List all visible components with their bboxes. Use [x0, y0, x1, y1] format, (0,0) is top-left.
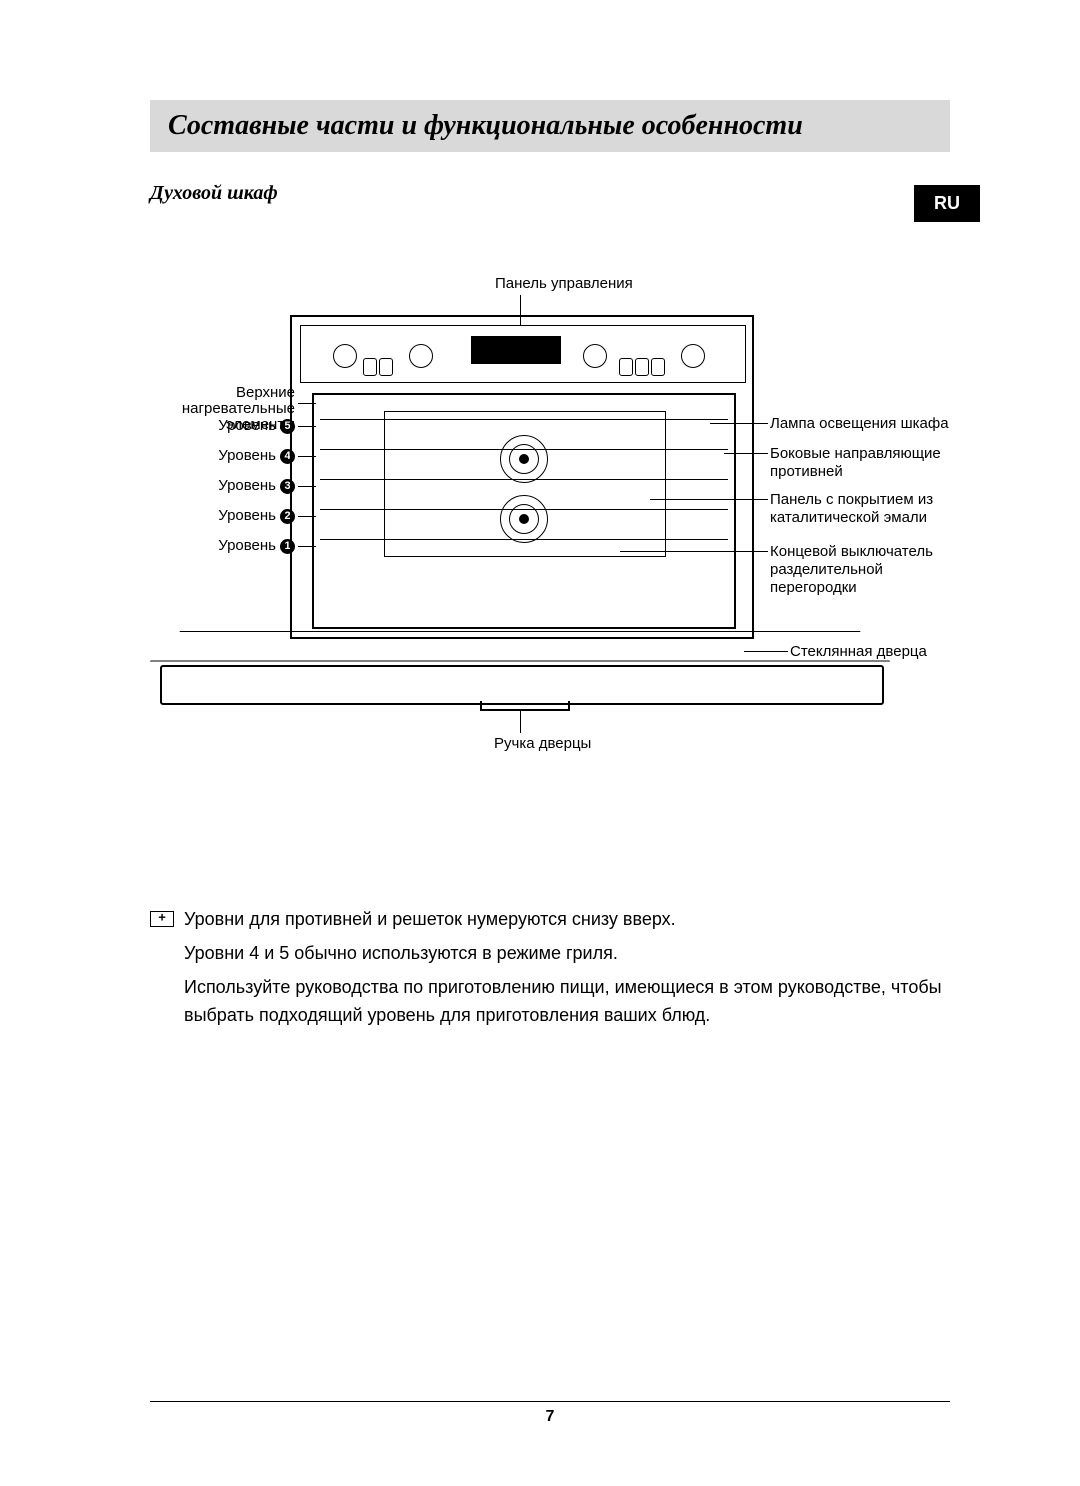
oven-body — [290, 315, 754, 639]
leader-line — [620, 551, 768, 552]
level-row: Уровень5 — [218, 417, 295, 434]
notes-block: Уровни для противней и решеток нумеруютс… — [150, 905, 950, 1029]
leader-line — [724, 453, 768, 454]
leader-line — [650, 499, 768, 500]
level-word: Уровень — [218, 537, 276, 554]
glass-door — [150, 631, 891, 662]
button-icon — [619, 358, 633, 376]
level-word: Уровень — [218, 477, 276, 494]
leader-line — [744, 651, 788, 652]
label-glass-door: Стеклянная дверца — [790, 643, 927, 661]
manual-page: Составные части и функциональные особенн… — [0, 0, 1080, 1486]
level-row: Уровень1 — [218, 537, 295, 554]
note-line: Используйте руководства по приготовлению… — [184, 973, 950, 1029]
level-row: Уровень3 — [218, 477, 295, 494]
language-badge: RU — [914, 185, 980, 222]
display-icon — [471, 336, 561, 364]
note-line: Уровни для противней и решеток нумеруютс… — [184, 905, 950, 933]
oven-cavity — [312, 393, 736, 629]
button-icon — [363, 358, 377, 376]
note-row: Уровни для противней и решеток нумеруютс… — [150, 905, 950, 1029]
label-lamp: Лампа освещения шкафа — [770, 415, 949, 433]
level-word: Уровень — [218, 447, 276, 464]
page-number: 7 — [150, 1408, 950, 1426]
leader-line — [520, 711, 521, 733]
subheading: Духовой шкаф — [150, 182, 278, 205]
knob-icon — [583, 344, 607, 368]
note-icon — [150, 905, 184, 1029]
footer-rule — [150, 1401, 950, 1402]
door-handle — [480, 709, 570, 711]
note-text: Уровни для противней и решеток нумеруютс… — [184, 905, 950, 1029]
button-icon — [379, 358, 393, 376]
label-side-guides: Боковые направляющиепротивней — [770, 445, 941, 481]
control-panel — [300, 325, 746, 383]
level-word: Уровень — [218, 417, 276, 434]
oven-illustration — [290, 315, 750, 775]
door-edge — [160, 665, 884, 705]
page-footer: 7 — [150, 1401, 950, 1426]
level-row: Уровень4 — [218, 447, 295, 464]
label-control-panel: Панель управления — [495, 275, 633, 293]
back-panel — [384, 411, 666, 557]
knob-icon — [333, 344, 357, 368]
section-title: Составные части и функциональные особенн… — [168, 110, 803, 142]
knob-icon — [409, 344, 433, 368]
leader-line — [710, 423, 768, 424]
note-line: Уровни 4 и 5 обычно используются в режим… — [184, 939, 950, 967]
label-catalytic-panel: Панель с покрытием изкаталитической эмал… — [770, 491, 933, 527]
knob-icon — [681, 344, 705, 368]
label-door-handle: Ручка дверцы — [494, 735, 591, 753]
level-word: Уровень — [218, 507, 276, 524]
label-limit-switch: Концевой выключательразделительной перег… — [770, 543, 950, 597]
subheading-row: Духовой шкаф — [150, 182, 950, 205]
oven-diagram: Панель управления Верхние нагревательные… — [150, 295, 950, 815]
level-row: Уровень2 — [218, 507, 295, 524]
section-title-bar: Составные части и функциональные особенн… — [150, 100, 950, 152]
button-icon — [651, 358, 665, 376]
button-icon — [635, 358, 649, 376]
